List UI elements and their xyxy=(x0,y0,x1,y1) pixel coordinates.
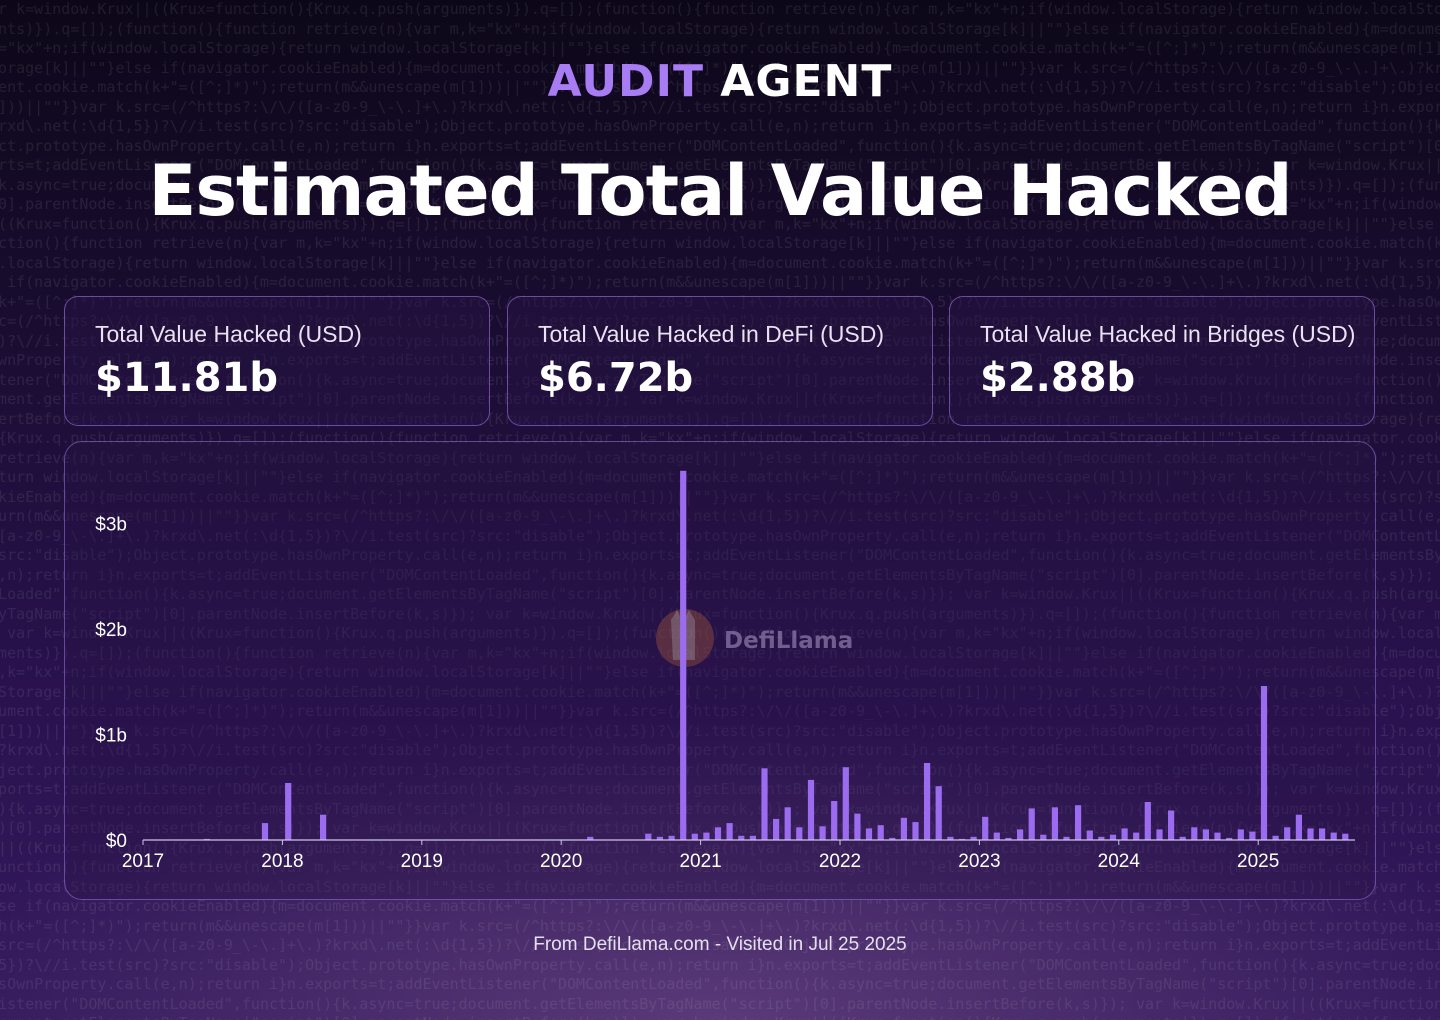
stat-value-total: $11.81b xyxy=(95,355,278,401)
bar-2023-07[interactable] xyxy=(1051,807,1058,840)
brand-agent: AGENT xyxy=(720,56,893,107)
y-axis-ticks: $0 $1b $2b $3b xyxy=(95,515,127,853)
bar-2022-03[interactable] xyxy=(865,828,873,840)
x-tick-label: 2022 xyxy=(819,851,861,872)
stat-card-bridges: Total Value Hacked in Bridges (USD) $2.8… xyxy=(949,296,1375,426)
bar-2021-09[interactable] xyxy=(796,827,803,840)
hacks-bar-chart: DefiLlama $0$1b$2b$3b 2017 2018 2019 2020 20… xyxy=(95,470,1355,872)
bar-2023-03[interactable] xyxy=(1005,837,1012,840)
bar-2024-07[interactable] xyxy=(1191,827,1198,840)
x-tick-label: 2017 xyxy=(122,851,164,872)
bar-2020-11[interactable] xyxy=(680,470,687,841)
bar-2023-05[interactable] xyxy=(1028,808,1035,840)
stat-value-bridges: $2.88b xyxy=(980,355,1136,401)
bar-2022-10[interactable] xyxy=(947,836,954,840)
bar-2025-03[interactable] xyxy=(1284,827,1291,840)
y-tick-label: $2b xyxy=(95,620,127,641)
bars-group xyxy=(203,470,1349,841)
bar-2021-03[interactable] xyxy=(726,823,733,840)
bar-2022-07[interactable] xyxy=(912,822,919,840)
bar-2021-01[interactable] xyxy=(703,832,710,840)
x-tick-label: 2020 xyxy=(540,851,582,872)
bar-2024-03[interactable] xyxy=(1144,802,1151,840)
bar-2021-12[interactable] xyxy=(831,801,838,840)
bar-2024-04[interactable] xyxy=(1156,829,1163,840)
bar-2022-06[interactable] xyxy=(900,817,907,840)
x-tick-label: 2023 xyxy=(958,851,1000,872)
watermark-text: DefiLlama xyxy=(724,628,853,654)
bar-2021-10[interactable] xyxy=(807,779,815,840)
bar-2017-11[interactable] xyxy=(261,823,269,840)
bar-2024-02[interactable] xyxy=(1133,832,1140,840)
bar-2024-09[interactable] xyxy=(1214,832,1221,840)
bar-2022-08[interactable] xyxy=(924,763,931,840)
bar-2024-05[interactable] xyxy=(1168,810,1175,841)
bar-2023-09[interactable] xyxy=(1075,805,1082,840)
bar-2018-04[interactable] xyxy=(320,814,327,840)
brand-audit: AUDIT xyxy=(547,56,704,107)
bar-2023-01[interactable] xyxy=(982,816,989,840)
bar-2021-05[interactable] xyxy=(749,835,756,840)
chart-panel: DefiLlama $0 $1b $2b $3b 2017 2018 2019 2020 20… xyxy=(64,441,1376,900)
bar-2021-04[interactable] xyxy=(738,835,745,840)
x-tick-label: 2024 xyxy=(1098,851,1141,872)
bar-2023-02[interactable] xyxy=(993,832,1000,840)
bar-2023-10[interactable] xyxy=(1086,830,1093,841)
bar-2023-04[interactable] xyxy=(1017,829,1024,840)
brand-logo: AUDIT AGENT xyxy=(0,56,1440,107)
bar-2024-06[interactable] xyxy=(1179,836,1186,840)
stat-label-total: Total Value Hacked (USD) xyxy=(95,321,362,347)
bar-2021-06[interactable] xyxy=(761,768,768,840)
x-tick-label: 2021 xyxy=(679,851,721,872)
bar-2020-09[interactable] xyxy=(656,836,663,840)
x-axis-ticks: 2017 2018 2019 2020 2021 2022 2023 2024 2025 xyxy=(122,840,1279,872)
bar-2025-04[interactable] xyxy=(1295,814,1302,840)
bar-2025-02[interactable] xyxy=(1272,835,1279,840)
bar-2022-01[interactable] xyxy=(842,767,849,840)
stat-label-bridges: Total Value Hacked in Bridges (USD) xyxy=(980,321,1356,347)
bar-2022-02[interactable] xyxy=(854,813,861,840)
bar-2024-01[interactable] xyxy=(1121,828,1128,840)
source-footer: From DefiLlama.com - Visited in Jul 25 2… xyxy=(533,934,907,955)
stat-card-total: Total Value Hacked (USD) $11.81b xyxy=(64,296,490,426)
bar-2025-05[interactable] xyxy=(1307,828,1314,840)
bar-2025-07[interactable] xyxy=(1330,832,1337,840)
bar-2023-06[interactable] xyxy=(1040,834,1047,840)
bar-2020-03[interactable] xyxy=(587,836,594,840)
bar-2021-07[interactable] xyxy=(773,818,780,840)
bar-2022-09[interactable] xyxy=(935,786,942,840)
bar-2023-08[interactable] xyxy=(1063,836,1070,840)
bar-2022-05[interactable] xyxy=(889,837,896,840)
bar-2024-10[interactable] xyxy=(1226,837,1233,840)
bar-2020-10[interactable] xyxy=(668,835,675,840)
bar-2025-01[interactable] xyxy=(1260,686,1268,840)
y-tick-label: $1b xyxy=(95,726,127,747)
bar-2022-04[interactable] xyxy=(877,825,884,840)
bar-2020-08[interactable] xyxy=(645,833,652,840)
bar-2024-12[interactable] xyxy=(1249,831,1256,840)
page-title: Estimated Total Value Hacked xyxy=(148,150,1293,232)
bar-2024-11[interactable] xyxy=(1237,829,1244,840)
bar-2021-02[interactable] xyxy=(714,827,722,840)
stat-value-defi: $6.72b xyxy=(538,355,694,401)
stat-label-defi: Total Value Hacked in DeFi (USD) xyxy=(538,321,884,347)
bar-2021-11[interactable] xyxy=(819,826,826,840)
x-tick-label: 2019 xyxy=(401,851,443,872)
bar-2025-08[interactable] xyxy=(1342,833,1349,840)
bar-2022-12[interactable] xyxy=(970,836,977,840)
y-tick-label: $3b xyxy=(95,515,127,536)
x-tick-label: 2025 xyxy=(1237,851,1279,872)
bar-2020-12[interactable] xyxy=(691,833,698,840)
bar-2018-01[interactable] xyxy=(285,783,292,840)
stat-card-defi: Total Value Hacked in DeFi (USD) $6.72b xyxy=(507,296,933,426)
bar-2025-06[interactable] xyxy=(1319,828,1326,840)
y-tick-label: $0 xyxy=(106,831,127,852)
bar-2024-08[interactable] xyxy=(1202,829,1209,840)
bar-2023-11[interactable] xyxy=(1098,836,1105,840)
x-tick-label: 2018 xyxy=(261,851,303,872)
bar-2021-08[interactable] xyxy=(784,807,791,840)
bar-2023-12[interactable] xyxy=(1109,834,1117,840)
